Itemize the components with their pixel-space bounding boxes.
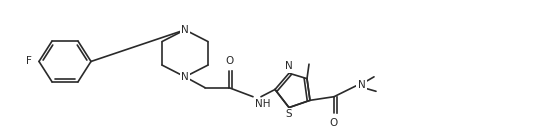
Text: N: N: [358, 80, 365, 90]
Text: O: O: [330, 118, 338, 128]
Text: NH: NH: [255, 99, 271, 109]
Text: N: N: [181, 72, 189, 82]
Text: O: O: [225, 56, 233, 66]
Text: N: N: [285, 61, 293, 71]
Text: F: F: [26, 56, 32, 66]
Text: N: N: [181, 25, 189, 35]
Text: S: S: [286, 109, 292, 119]
